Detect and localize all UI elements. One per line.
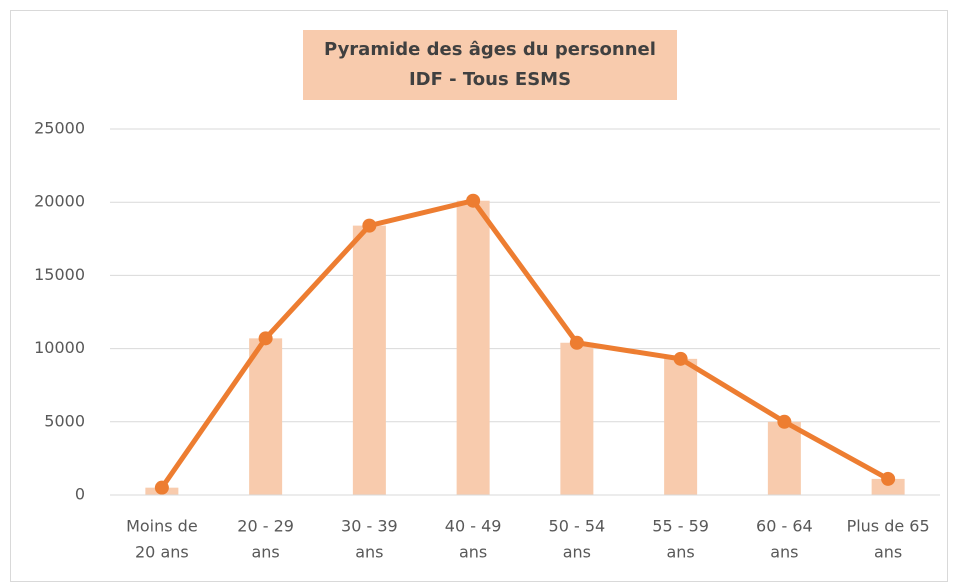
- x-tick-label: ans: [770, 543, 798, 562]
- x-tick-label: 20 - 29: [237, 517, 294, 536]
- y-tick-label: 15000: [34, 265, 85, 284]
- x-tick-label: 50 - 54: [549, 517, 606, 536]
- chart-subtitle: IDF - Tous ESMS: [409, 69, 571, 90]
- x-tick-label: Moins de: [126, 517, 198, 536]
- y-tick-label: 20000: [34, 192, 85, 211]
- x-tick-label: ans: [251, 543, 279, 562]
- x-tick-label: Plus de 65: [847, 517, 930, 536]
- bar: [871, 478, 905, 495]
- marker: [258, 331, 273, 346]
- x-tick-label: ans: [874, 543, 902, 562]
- x-tick-label: 60 - 64: [756, 517, 813, 536]
- x-tick-label: 55 - 59: [652, 517, 709, 536]
- bar: [456, 200, 490, 495]
- line: [159, 198, 890, 490]
- bar: [664, 358, 698, 495]
- y-tick-label: 25000: [34, 119, 85, 138]
- bar: [767, 421, 801, 495]
- marker: [362, 218, 377, 233]
- chart-title: Pyramide des âges du personnel: [324, 39, 656, 60]
- x-tick-label: 40 - 49: [445, 517, 502, 536]
- bar: [249, 338, 283, 495]
- marker: [673, 351, 688, 366]
- x-tick-label: 30 - 39: [341, 517, 398, 536]
- y-tick-label: 5000: [44, 411, 85, 430]
- marker: [466, 193, 481, 208]
- marker: [569, 335, 584, 350]
- bar: [352, 225, 386, 495]
- y-tick-label: 0: [75, 485, 85, 504]
- title-box: [303, 30, 677, 100]
- x-tick-label: ans: [459, 543, 487, 562]
- marker: [154, 480, 169, 495]
- x-tick-label: ans: [355, 543, 383, 562]
- x-tick-label: ans: [563, 543, 591, 562]
- bar: [560, 342, 594, 495]
- x-tick-label: 20 ans: [135, 543, 189, 562]
- marker: [881, 471, 896, 486]
- y-tick-label: 10000: [34, 338, 85, 357]
- x-tick-label: ans: [666, 543, 694, 562]
- marker: [777, 414, 792, 429]
